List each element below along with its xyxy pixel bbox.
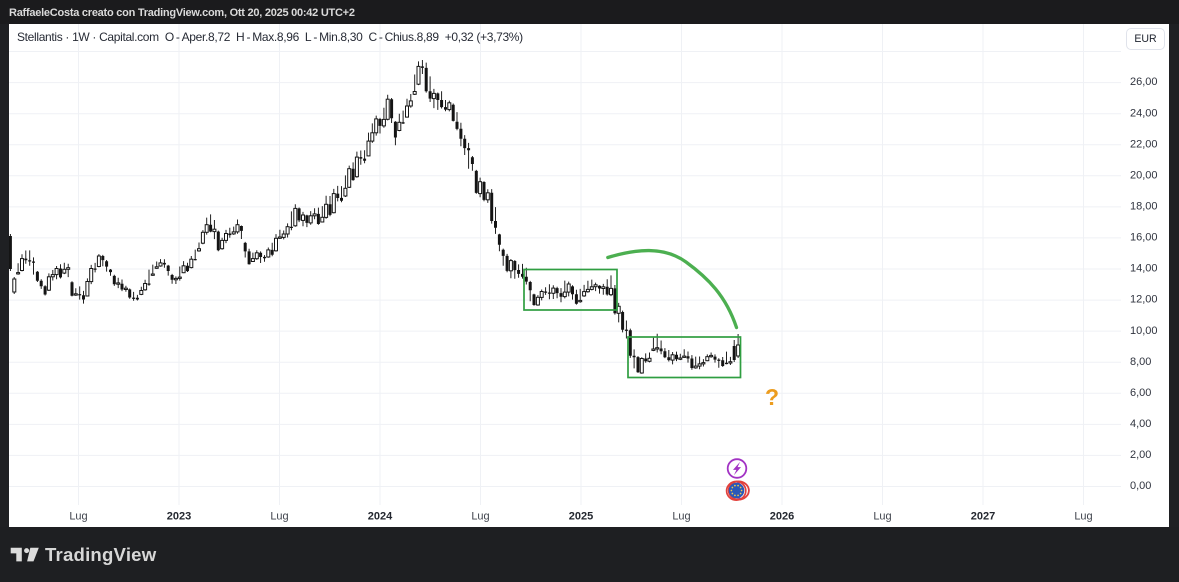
svg-text:TradingView: TradingView (45, 544, 157, 565)
svg-text:20,00: 20,00 (1130, 169, 1158, 181)
svg-text:0,00: 0,00 (1130, 480, 1151, 492)
svg-text:2025: 2025 (569, 511, 593, 523)
svg-text:2023: 2023 (167, 511, 191, 523)
svg-text:Lug: Lug (873, 511, 891, 523)
svg-text:2024: 2024 (368, 511, 393, 523)
svg-text:2,00: 2,00 (1130, 449, 1151, 461)
svg-text:2027: 2027 (971, 511, 995, 523)
svg-text:26,00: 26,00 (1130, 76, 1158, 88)
svg-text:14,00: 14,00 (1130, 263, 1158, 275)
svg-text:Lug: Lug (270, 511, 288, 523)
svg-text:22,00: 22,00 (1130, 138, 1158, 150)
svg-text:Lug: Lug (1074, 511, 1092, 523)
svg-text:4,00: 4,00 (1130, 418, 1151, 430)
svg-text:Lug: Lug (69, 511, 87, 523)
svg-text:Lug: Lug (672, 511, 690, 523)
svg-text:18,00: 18,00 (1130, 201, 1158, 213)
svg-text:24,00: 24,00 (1130, 107, 1158, 119)
svg-text:16,00: 16,00 (1130, 232, 1158, 244)
svg-text:6,00: 6,00 (1130, 387, 1151, 399)
svg-text:?: ? (765, 384, 779, 410)
svg-text:10,00: 10,00 (1130, 325, 1158, 337)
svg-text:12,00: 12,00 (1130, 294, 1158, 306)
svg-text:2026: 2026 (770, 511, 794, 523)
svg-text:Lug: Lug (471, 511, 489, 523)
svg-text:8,00: 8,00 (1130, 356, 1151, 368)
